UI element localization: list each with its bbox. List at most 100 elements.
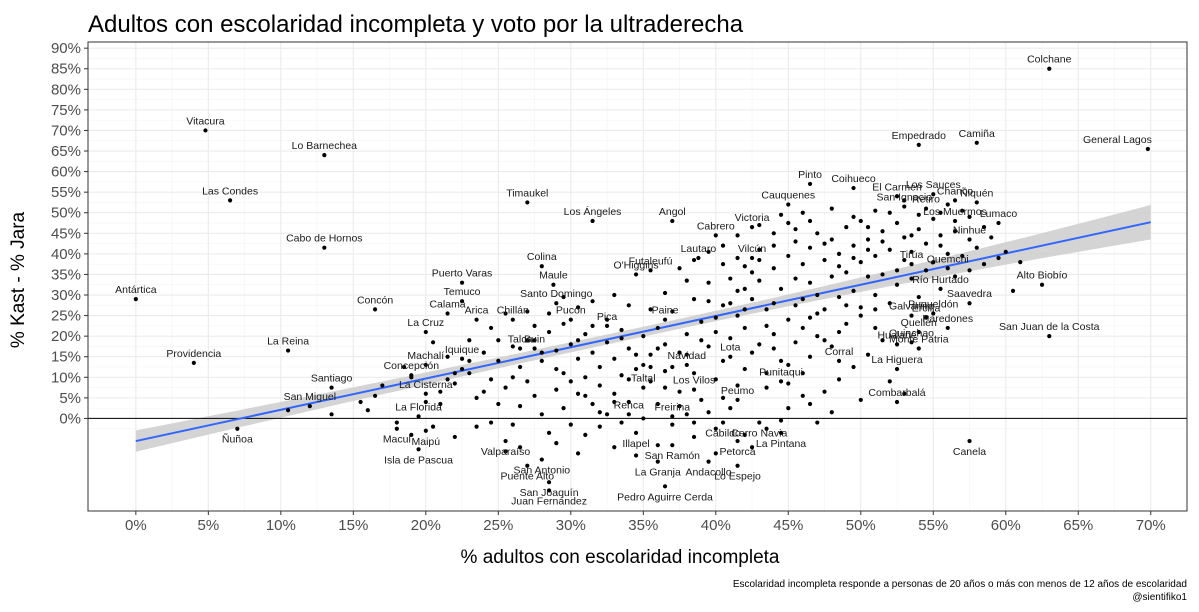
data-point [749, 255, 755, 261]
data-point [684, 278, 689, 283]
data-point [539, 264, 544, 269]
point-label: El Carmen [872, 181, 922, 193]
data-point [648, 364, 653, 370]
data-point [633, 272, 639, 277]
data-point [554, 301, 559, 306]
data-point [662, 385, 668, 390]
data-point [546, 430, 552, 435]
point-label: O'Higgins [613, 259, 658, 271]
data-point [539, 358, 544, 363]
data-point [945, 266, 950, 271]
data-point [133, 297, 138, 302]
point-label: Puerto Varas [432, 268, 493, 280]
data-point [909, 313, 914, 318]
data-point [590, 401, 595, 407]
data-point [532, 338, 537, 343]
data-point [510, 422, 515, 427]
point-label: Arica [465, 305, 489, 317]
y-tick-label: 40% [51, 246, 81, 263]
data-point [517, 364, 523, 370]
data-point [916, 142, 921, 147]
data-point [583, 331, 588, 337]
point-label: San Ignacio [877, 192, 933, 204]
point-label: San Ramón [645, 450, 701, 462]
data-point [539, 457, 544, 462]
point-label: Macul [383, 434, 411, 446]
data-point [619, 336, 624, 341]
data-point [648, 352, 653, 357]
data-point [322, 153, 327, 158]
data-point [191, 360, 196, 365]
point-label: Canela [953, 446, 986, 458]
data-point [641, 362, 646, 368]
data-point [735, 288, 740, 293]
data-point [902, 257, 907, 263]
point-label: Buin [524, 333, 545, 345]
data-point [807, 218, 813, 224]
data-point [800, 371, 805, 376]
data-point [757, 278, 762, 283]
point-label: Santo Domingo [520, 288, 593, 300]
data-point [713, 377, 718, 382]
data-point [551, 282, 556, 287]
data-point [909, 233, 914, 238]
point-label: Tirúa [900, 249, 924, 261]
y-tick-label: 55% [51, 184, 81, 201]
data-point [503, 449, 508, 454]
data-point [394, 420, 399, 425]
data-point [612, 356, 617, 361]
data-point [372, 307, 378, 312]
data-point [996, 255, 1001, 261]
data-point [902, 235, 907, 240]
data-point [510, 375, 515, 380]
data-point [546, 480, 552, 485]
data-point [677, 350, 682, 355]
data-point [778, 212, 784, 217]
y-tick-label: 25% [51, 308, 81, 325]
y-tick-label: 70% [51, 122, 81, 139]
caption-note: Escolaridad incompleta responde a person… [733, 579, 1187, 590]
data-point [626, 412, 631, 417]
data-point [749, 270, 755, 275]
data-point [691, 420, 697, 425]
data-point [496, 358, 501, 363]
data-point [735, 438, 740, 444]
data-point [409, 373, 414, 378]
data-point [655, 346, 660, 351]
point-label: Corral [825, 346, 854, 358]
data-point [329, 412, 334, 417]
data-point [670, 443, 675, 448]
data-point [786, 406, 791, 411]
data-point [728, 354, 733, 359]
data-point [554, 387, 559, 392]
x-tick-label: 35% [628, 517, 658, 534]
point-label: Providencia [166, 348, 221, 360]
data-point [836, 294, 842, 300]
data-point [532, 346, 537, 351]
data-point [829, 206, 834, 211]
point-label: La Reina [267, 336, 309, 348]
point-label: Taltal [631, 373, 656, 385]
data-point [633, 430, 639, 435]
point-label: Retiro [912, 194, 940, 206]
point-label: Andacollo [685, 467, 731, 479]
data-point [285, 348, 291, 353]
point-label: La Pintana [756, 438, 806, 450]
data-point [662, 369, 668, 374]
x-axis-label: % adultos con escolaridad incompleta [461, 547, 780, 568]
data-point [858, 397, 863, 403]
point-label: Camiña [959, 128, 995, 140]
point-label: Coihueco [831, 173, 876, 185]
point-label: Timaukel [506, 187, 548, 199]
data-point [525, 463, 530, 468]
x-tick-label: 25% [483, 517, 513, 534]
point-label: Los Muermos [923, 206, 987, 218]
data-point [786, 220, 791, 226]
data-point [358, 399, 363, 405]
data-point [909, 340, 914, 345]
x-tick-label: 65% [1063, 517, 1093, 534]
data-point [235, 426, 240, 431]
data-point [902, 198, 907, 203]
x-tick-label: 0% [125, 517, 147, 534]
x-tick-label: 45% [773, 517, 803, 534]
